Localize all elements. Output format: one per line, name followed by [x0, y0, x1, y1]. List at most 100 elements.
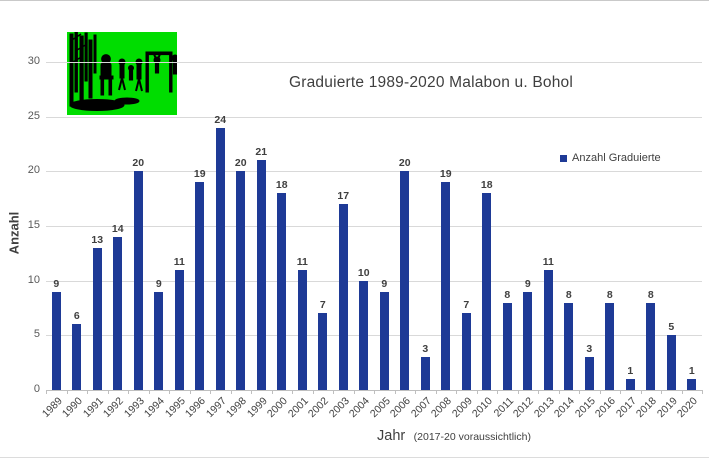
bar-slot: 18 [272, 62, 293, 390]
bar-value-label: 19 [193, 168, 206, 181]
y-tick-label: 10 [27, 273, 40, 286]
bar-slot: 11 [169, 62, 190, 390]
x-axis-tick [517, 390, 519, 394]
bar [605, 302, 615, 390]
bar [420, 357, 430, 390]
bar-slot: 11 [538, 62, 559, 390]
x-axis-tick [661, 390, 662, 394]
gridline [46, 280, 702, 282]
bar-slot: 10 [354, 62, 375, 390]
bar [359, 280, 369, 390]
bar-value-label: 14 [111, 222, 124, 235]
x-axis-tick [128, 390, 129, 394]
x-axis-tick [353, 390, 355, 394]
bar-slot: 19 [436, 62, 457, 390]
bar-value-label: 9 [53, 277, 60, 290]
bar-slot: 6 [67, 62, 88, 390]
bar-value-label: 1 [627, 365, 634, 378]
bar-slot: 24 [210, 62, 231, 390]
x-axis-tick [415, 390, 416, 394]
legend-label: Anzahl Graduierte [572, 152, 661, 164]
bar [154, 291, 164, 390]
bar-slot: 7 [456, 62, 477, 390]
x-axis-title: Jahr (2017-20 voraussichtlich) [46, 427, 702, 445]
x-axis-tick [312, 390, 314, 394]
x-axis-tick [702, 390, 703, 394]
x-axis-tick [374, 390, 375, 394]
y-tick-label: 25 [27, 109, 40, 122]
x-axis-tick [66, 390, 68, 394]
x-axis-tick [476, 390, 478, 394]
bar [72, 324, 82, 390]
plot-area: 9 6 13 14 20 9 11 19 24 20 21 18 11 7 17 10 9 20 3 19 7 18 8 9 1… [46, 62, 702, 390]
x-axis-tick [46, 390, 47, 394]
bar [625, 379, 635, 390]
bar-value-label: 11 [542, 255, 554, 268]
bar-value-label: 5 [668, 321, 675, 334]
bar [646, 302, 656, 390]
bar-value-label: 18 [275, 179, 288, 192]
bar [564, 302, 574, 390]
legend: Anzahl Graduierte [560, 152, 661, 164]
bar-value-label: 6 [73, 310, 80, 323]
bar-value-label: 8 [565, 288, 572, 301]
y-tick-label: 30 [27, 55, 40, 67]
bar-value-label: 1 [688, 365, 695, 378]
x-axis-tick [558, 390, 560, 394]
bar-slot: 13 [87, 62, 108, 390]
bar-value-label: 11 [296, 255, 308, 268]
x-axis-tick [271, 390, 273, 394]
bar [400, 171, 410, 390]
bar-value-label: 3 [422, 343, 429, 356]
bar-value-label: 20 [132, 157, 145, 170]
bar [584, 357, 594, 390]
bar-slot: 18 [477, 62, 498, 390]
bar [236, 171, 246, 390]
x-axis-tick [497, 390, 498, 394]
x-axis-tick [87, 390, 88, 394]
bar-value-label: 19 [439, 168, 452, 181]
x-axis-tick [681, 390, 683, 394]
y-axis-tick-labels: 0 5 10 15 20 25 30 [0, 1, 40, 457]
bar [523, 291, 533, 390]
gridline [46, 116, 702, 118]
x-axis-tick [189, 390, 191, 394]
bar-slot: 1 [620, 62, 641, 390]
bar-value-label: 21 [255, 146, 268, 159]
bar [113, 236, 123, 390]
bar [666, 335, 676, 390]
x-axis-tick [292, 390, 293, 394]
bar [174, 269, 184, 390]
bar-slot: 9 [518, 62, 539, 390]
x-axis-tick [640, 390, 642, 394]
bar [133, 171, 143, 390]
bar-slot: 8 [559, 62, 580, 390]
bar [215, 127, 225, 390]
x-axis-tick [579, 390, 580, 394]
bar-slot: 5 [661, 62, 682, 390]
bar-slot: 7 [313, 62, 334, 390]
bar-value-label: 8 [647, 288, 654, 301]
bar-slot: 3 [579, 62, 600, 390]
x-axis-tick [333, 390, 334, 394]
bar-value-label: 9 [381, 277, 388, 290]
gridline [46, 335, 702, 337]
bar [256, 160, 266, 390]
bar [482, 193, 492, 390]
y-tick-label: 5 [33, 328, 40, 341]
x-axis-tick [210, 390, 211, 394]
bar-slot: 9 [46, 62, 67, 390]
gridline [46, 171, 702, 173]
bar [687, 379, 697, 390]
chart-title: Graduierte 1989-2020 Malabon u. Bohol [288, 74, 573, 91]
bar-slot: 8 [600, 62, 621, 390]
bar-value-label: 8 [606, 288, 613, 301]
gridline [46, 62, 702, 63]
bar-slot: 19 [190, 62, 211, 390]
bar [502, 302, 512, 390]
bar-slot: 20 [231, 62, 252, 390]
bar-slot: 20 [395, 62, 416, 390]
bar-value-label: 9 [155, 277, 162, 290]
bar-value-label: 13 [91, 233, 104, 246]
